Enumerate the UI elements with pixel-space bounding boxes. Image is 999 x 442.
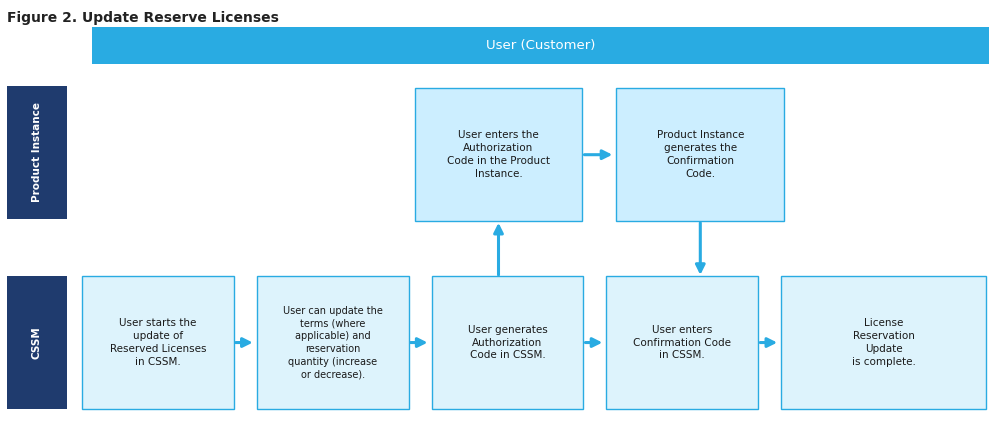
Text: User starts the
update of
Reserved Licenses
in CSSM.: User starts the update of Reserved Licen… <box>110 318 206 367</box>
Text: Product Instance: Product Instance <box>32 103 42 202</box>
Text: Figure 2. Update Reserve Licenses: Figure 2. Update Reserve Licenses <box>7 11 279 25</box>
Text: Product Instance
generates the
Confirmation
Code.: Product Instance generates the Confirmat… <box>656 130 744 179</box>
Text: License
Reservation
Update
is complete.: License Reservation Update is complete. <box>852 318 915 367</box>
FancyBboxPatch shape <box>432 276 583 409</box>
FancyBboxPatch shape <box>781 276 986 409</box>
FancyBboxPatch shape <box>415 88 582 221</box>
Text: CSSM: CSSM <box>32 326 42 359</box>
FancyBboxPatch shape <box>92 27 989 64</box>
Text: User can update the
terms (where
applicable) and
reservation
quantity (increase
: User can update the terms (where applica… <box>283 305 383 380</box>
FancyBboxPatch shape <box>257 276 409 409</box>
Text: User generates
Authorization
Code in CSSM.: User generates Authorization Code in CSS… <box>468 325 547 360</box>
FancyBboxPatch shape <box>7 276 67 409</box>
Text: User (Customer): User (Customer) <box>486 39 595 52</box>
FancyBboxPatch shape <box>82 276 234 409</box>
Text: User enters the
Authorization
Code in the Product
Instance.: User enters the Authorization Code in th… <box>447 130 550 179</box>
Text: User enters
Confirmation Code
in CSSM.: User enters Confirmation Code in CSSM. <box>633 325 731 360</box>
FancyBboxPatch shape <box>606 276 758 409</box>
FancyBboxPatch shape <box>7 86 67 219</box>
FancyBboxPatch shape <box>616 88 784 221</box>
